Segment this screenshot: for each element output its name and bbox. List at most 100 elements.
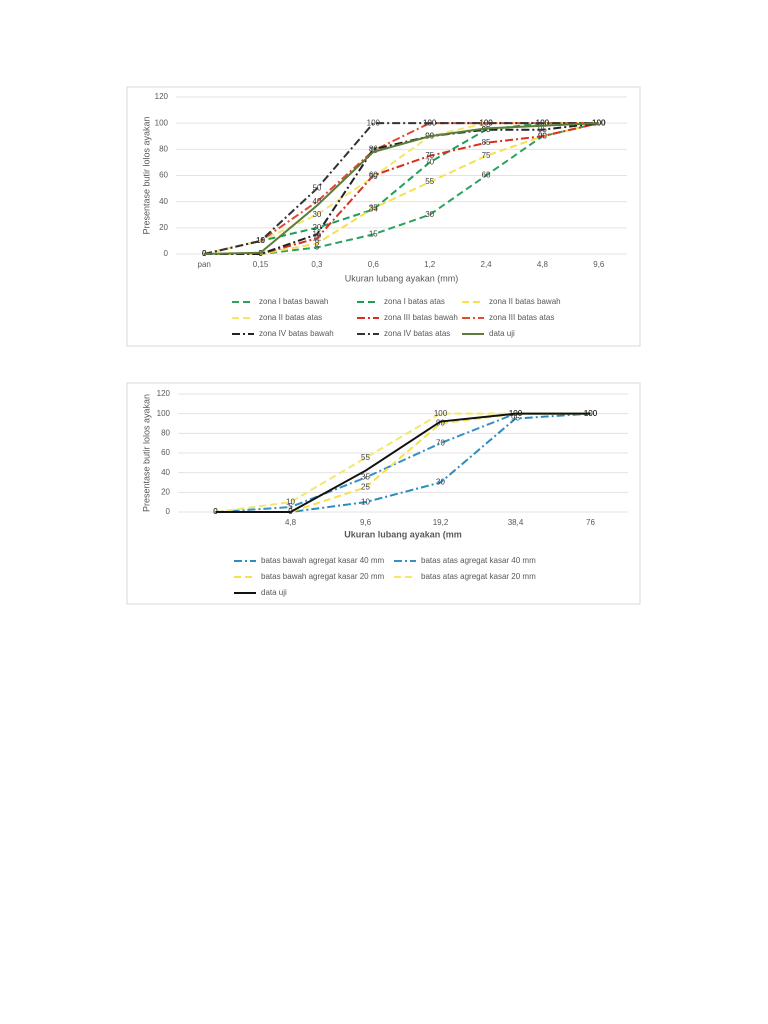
x-tick-label: 0,3	[311, 260, 323, 269]
data-label: 80	[369, 144, 378, 153]
series-line	[215, 412, 591, 513]
data-label: 100	[584, 409, 598, 418]
x-tick-label: 1,2	[424, 260, 436, 269]
data-label: 75	[482, 151, 491, 160]
series-line	[215, 412, 591, 513]
data-label: 85	[482, 138, 491, 147]
chart: 0 20 40 60 80 100 120 4,8 9,6 19,2 38,4 76 Ukuran lu…	[126, 382, 641, 605]
data-label: 5	[315, 243, 320, 252]
y-tick-label: 120	[155, 92, 169, 101]
data-label: 5	[288, 502, 293, 511]
y-axis-title: Presentase butir lolos ayakan	[141, 394, 151, 512]
y-tick-label: 80	[159, 144, 168, 153]
x-tick-label: 4,8	[537, 260, 549, 269]
data-label: 100	[592, 118, 606, 127]
series-line	[203, 122, 599, 255]
y-tick-label: 20	[161, 487, 170, 496]
y-tick-label: 40	[161, 468, 170, 477]
data-label: 8	[315, 239, 320, 248]
series-line	[204, 122, 599, 255]
y-tick-label: 0	[164, 249, 169, 258]
data-label: 10	[361, 497, 370, 506]
legend-label: zona I batas bawah	[259, 297, 328, 306]
data-label: 100	[584, 409, 598, 418]
data-label: 35	[369, 203, 378, 212]
data-label: 15	[312, 229, 321, 238]
y-tick-label: 120	[157, 389, 171, 398]
data-label: 100	[584, 409, 598, 418]
x-tick-label: 0,6	[368, 260, 380, 269]
legend-label: batas bawah agregat kasar 20 mm	[261, 572, 385, 581]
series-line	[204, 122, 599, 255]
x-tick-label: 9,6	[593, 260, 605, 269]
x-tick-label: 19,2	[433, 518, 449, 527]
legend-label: zona IV batas atas	[384, 329, 450, 338]
series-line	[215, 412, 591, 513]
data-label: 100	[592, 118, 606, 127]
data-label: 55	[361, 453, 370, 462]
chart-frame	[126, 86, 641, 347]
x-tick-label: 4,8	[285, 518, 297, 527]
y-tick-label: 100	[157, 409, 171, 418]
legend-label: zona I batas atas	[384, 297, 445, 306]
data-label: 100	[592, 118, 606, 127]
data-label: 40	[312, 197, 321, 206]
data-label: 79	[369, 146, 378, 155]
data-label: 10	[256, 236, 265, 245]
y-tick-label: 60	[161, 448, 170, 457]
x-axis-title: Ukuran lubang ayakan (mm)	[345, 273, 459, 283]
data-label: 10	[286, 497, 295, 506]
data-label: 25	[361, 483, 370, 492]
series-line	[204, 122, 600, 255]
data-label: 100	[592, 118, 606, 127]
legend-label: zona II batas atas	[259, 313, 322, 322]
x-tick-label: pan	[198, 260, 211, 269]
x-tick-label: 38,4	[508, 518, 524, 527]
legend-label: zona II batas bawah	[489, 297, 561, 306]
data-label: 100	[423, 118, 437, 127]
data-label: 10	[256, 236, 265, 245]
data-label: 30	[436, 478, 445, 487]
data-label: 100	[434, 409, 448, 418]
data-label: 75	[425, 151, 434, 160]
legend-label: zona III batas bawah	[384, 313, 458, 322]
data-label: 20	[312, 223, 321, 232]
y-tick-label: 60	[159, 171, 168, 180]
x-tick-label: 0,15	[253, 260, 269, 269]
legend-label: zona III batas atas	[489, 313, 554, 322]
x-axis-title: Ukuran lubang ayakan (mm	[344, 529, 462, 539]
legend-label: data uji	[489, 329, 515, 338]
series-line	[203, 122, 599, 255]
y-axis-title: Presentase butir lolos ayakan	[141, 116, 151, 234]
y-tick-label: 20	[159, 223, 168, 232]
data-label: 95	[538, 125, 547, 134]
y-tick-label: 40	[159, 197, 168, 206]
data-label: 100	[536, 118, 550, 127]
x-tick-label: 76	[586, 518, 595, 527]
data-label: 100	[592, 118, 606, 127]
legend-label: batas atas agregat kasar 40 mm	[421, 556, 536, 565]
x-tick-label: 9,6	[360, 518, 372, 527]
y-tick-label: 0	[166, 507, 171, 516]
data-label: 100	[367, 118, 381, 127]
chart: 0 20 40 60 80 100 120 pan 0,15 0,3 0,6 1,2 2,4 4,8 9,6…	[126, 86, 641, 347]
data-label: 100	[592, 118, 606, 127]
data-label: 90	[538, 131, 547, 140]
data-label: 55	[425, 177, 434, 186]
y-tick-label: 100	[155, 118, 169, 127]
legend-label: batas atas agregat kasar 20 mm	[421, 572, 536, 581]
series-line	[203, 122, 599, 255]
data-label: 15	[369, 229, 378, 238]
data-label: 70	[436, 438, 445, 447]
legend-label: data uji	[261, 588, 287, 597]
data-label: 35	[361, 473, 370, 482]
data-label: 90	[436, 419, 445, 428]
data-label: 100	[584, 409, 598, 418]
data-label: 30	[312, 210, 321, 219]
data-label: 60	[482, 171, 491, 180]
series-line	[204, 122, 600, 255]
data-label: 30	[425, 210, 434, 219]
legend-label: batas bawah agregat kasar 40 mm	[261, 556, 385, 565]
data-label: 12	[312, 233, 321, 242]
